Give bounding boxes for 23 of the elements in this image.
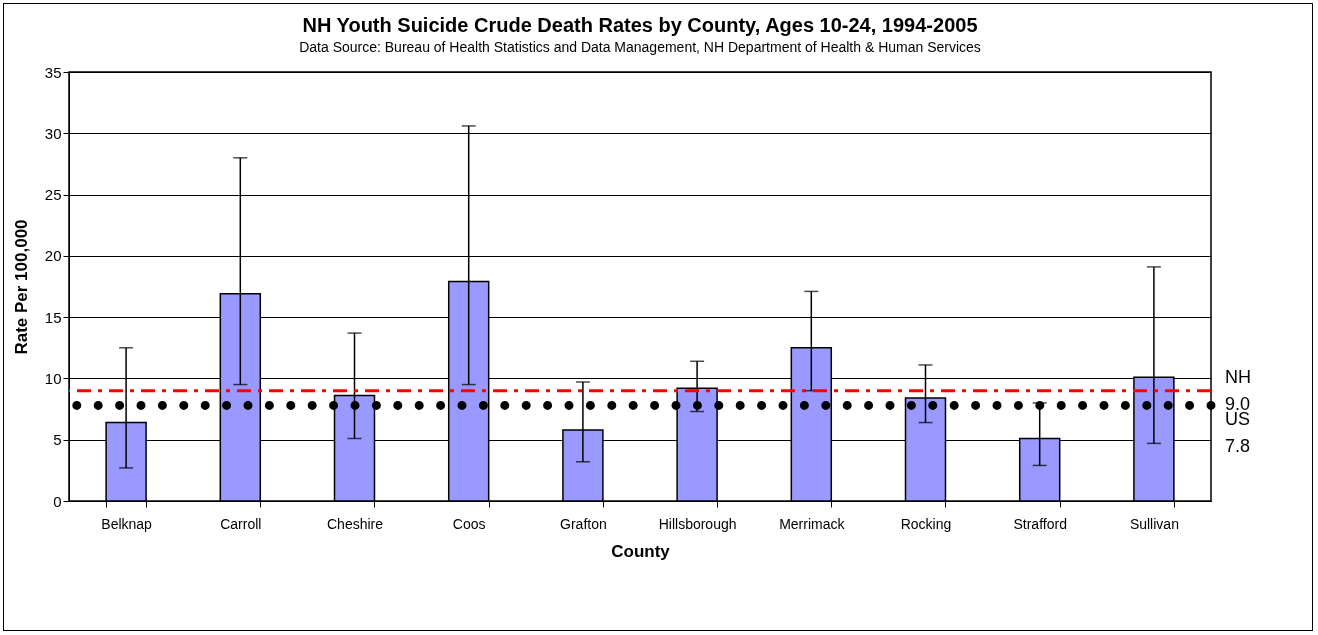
y-tick-label: 30: [44, 124, 62, 142]
y-tick-label: 10: [44, 369, 62, 387]
x-tick-label: Carroll: [220, 515, 262, 532]
x-tick-label: Cheshire: [326, 515, 384, 532]
x-axis-title: County: [611, 541, 671, 561]
y-tick-label: 35: [44, 63, 62, 81]
y-axis-title: Rate Per 100,000: [11, 219, 31, 355]
x-tick-label: Merrimack: [779, 515, 846, 532]
chart-title: NH Youth Suicide Crude Death Rates by County, Ages 10-24, 1994-2005: [302, 14, 978, 36]
chart-subtitle: Data Source: Bureau of Health Statistics and Data Management, NH Department of Health & Human Services: [299, 39, 981, 55]
x-tick-label: Rocking: [900, 515, 952, 532]
x-tick-label: Grafton: [560, 515, 607, 532]
x-tick-label: Belknap: [101, 515, 153, 532]
y-tick-label: 0: [53, 492, 62, 510]
y-tick-label: 25: [44, 186, 62, 204]
x-tick-label: Sullivan: [1129, 515, 1179, 532]
ref-line-label: US 7.8: [1225, 409, 1251, 457]
y-tick-label: 15: [44, 308, 62, 326]
x-tick-label: Strafford: [1013, 515, 1067, 532]
y-tick-label: 20: [44, 247, 62, 265]
x-tick-label: Coos: [452, 515, 486, 532]
x-tick-label: Hillsborough: [658, 515, 737, 532]
y-tick-label: 5: [53, 431, 62, 449]
